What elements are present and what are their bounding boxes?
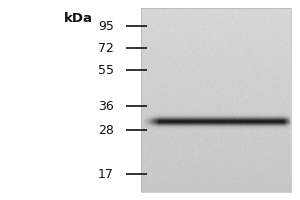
- Bar: [141, 8, 291, 192]
- Text: 55: 55: [98, 64, 114, 76]
- Text: 95: 95: [98, 20, 114, 32]
- Text: kDa: kDa: [64, 12, 92, 25]
- Text: 72: 72: [98, 42, 114, 54]
- Text: 28: 28: [98, 123, 114, 136]
- Text: 36: 36: [98, 99, 114, 112]
- Text: 17: 17: [98, 168, 114, 180]
